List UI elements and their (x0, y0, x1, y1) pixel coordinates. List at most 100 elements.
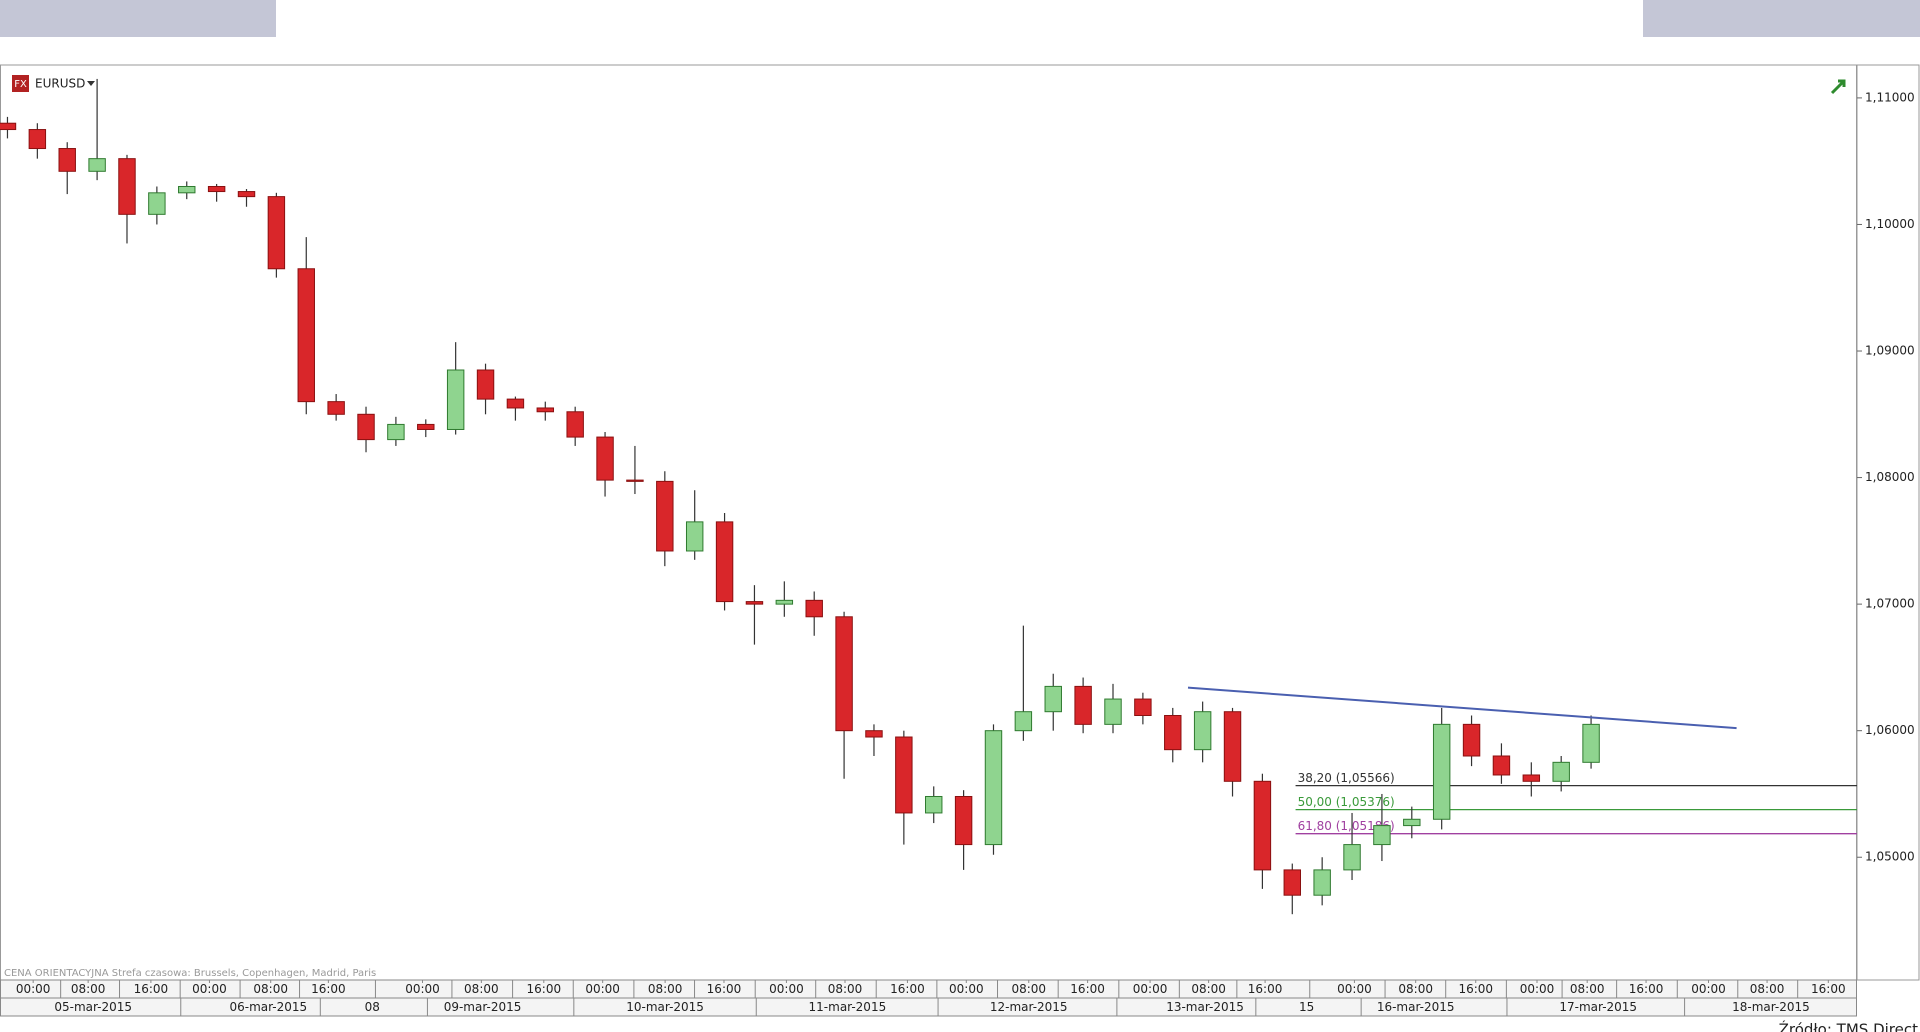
candle-body (656, 480, 674, 552)
y-tick-label: 1,11000 (1865, 90, 1915, 104)
symbol-dropdown[interactable] (87, 81, 95, 86)
candle-body (1283, 869, 1301, 896)
candle-body (88, 158, 106, 172)
x-tick-label: 00:00 (949, 982, 984, 996)
x-tick-label: 16:00 (1248, 982, 1283, 996)
y-tick-label: 1,05000 (1865, 850, 1915, 864)
candle-body (506, 398, 525, 409)
candle-body (1462, 723, 1481, 757)
candle-body (1403, 818, 1421, 827)
candle-body (835, 616, 853, 732)
candle-body (1373, 825, 1391, 846)
fib-label: 38,20 (1,05566) (1298, 771, 1395, 785)
candle-body (207, 185, 226, 193)
candle-body (685, 521, 704, 552)
date-label: 15 (1299, 1000, 1314, 1014)
x-tick-label: 00:00 (192, 982, 227, 996)
x-tick-label: 00:00 (1133, 982, 1168, 996)
candle-body (387, 423, 405, 441)
plot-area (0, 64, 1857, 981)
x-tick-label: 00:00 (1337, 982, 1372, 996)
x-tick-label: 08:00 (1750, 982, 1785, 996)
date-label: 09-mar-2015 (444, 1000, 522, 1014)
candle-body (1552, 761, 1570, 782)
candle-body (1044, 685, 1062, 713)
x-tick-label: 00:00 (405, 982, 440, 996)
candle-body (1313, 869, 1331, 896)
candle-body (1522, 774, 1541, 782)
date-label: 10-mar-2015 (626, 1000, 704, 1014)
candle-body (28, 129, 47, 150)
date-label: 06-mar-2015 (229, 1000, 307, 1014)
candle-body (417, 423, 435, 430)
candle-body (118, 158, 136, 215)
candle-body (626, 479, 644, 482)
fib-label: 61,80 (1,05186) (1298, 819, 1395, 833)
candle-body (297, 268, 315, 403)
price-axis (1856, 64, 1920, 981)
candle-body (237, 191, 256, 198)
candle-body (596, 436, 614, 481)
candle-body (925, 795, 943, 814)
x-tick-label: 08:00 (828, 982, 863, 996)
source: Źródło: TMS Direct (1779, 1020, 1918, 1032)
x-tick-label: 00:00 (769, 982, 804, 996)
top-tab (0, 0, 276, 37)
candle-body (267, 196, 286, 270)
candle-body (865, 730, 883, 738)
candle-body (446, 369, 465, 430)
date-label: 11-mar-2015 (809, 1000, 887, 1014)
candle-body (357, 413, 375, 441)
symbol: EURUSD (35, 77, 85, 91)
candle-body (58, 148, 76, 172)
candle-body (178, 185, 196, 194)
x-tick-label: 08:00 (1191, 982, 1226, 996)
date-label: 08 (365, 1000, 380, 1014)
symbol-badge (12, 75, 29, 92)
candle-body (327, 401, 345, 415)
x-tick-label: 00:00 (585, 982, 620, 996)
x-tick-label: 16:00 (707, 982, 742, 996)
x-tick-label: 16:00 (1629, 982, 1664, 996)
candle-body (1432, 723, 1451, 820)
candle-body (745, 601, 764, 605)
trend-icon (1830, 79, 1846, 95)
candle-body (984, 730, 1003, 846)
x-tick-label: 16:00 (1070, 982, 1105, 996)
candle-body (1164, 714, 1182, 751)
note: CENA ORIENTACYJNA Strefa czasowa: Brusse… (4, 968, 376, 979)
date-label: 18-mar-2015 (1732, 1000, 1810, 1014)
x-tick-label: 08:00 (464, 982, 499, 996)
candle-body (566, 411, 584, 438)
candle-body (805, 599, 823, 618)
x-tick-label: 08:00 (648, 982, 683, 996)
x-tick-label: 16:00 (311, 982, 346, 996)
candle-body (536, 407, 555, 413)
candle-body (1343, 844, 1361, 871)
y-tick-label: 1,08000 (1865, 470, 1915, 484)
candle-body (715, 521, 734, 603)
trendline (1187, 686, 1737, 730)
date-label: 17-mar-2015 (1559, 1000, 1637, 1014)
fib-label: 50,00 (1,05376) (1298, 795, 1395, 809)
candle-body (476, 369, 495, 400)
y-tick-label: 1,06000 (1865, 723, 1915, 737)
candle-body (1074, 685, 1092, 725)
date-label: 12-mar-2015 (990, 1000, 1068, 1014)
x-tick-label: 08:00 (253, 982, 288, 996)
x-tick-label: 08:00 (1570, 982, 1605, 996)
x-tick-label: 16:00 (134, 982, 169, 996)
x-tick-label: 08:00 (71, 982, 106, 996)
candle-body (1014, 711, 1033, 732)
x-tick-label: 08:00 (1011, 982, 1046, 996)
candle-body (895, 736, 913, 814)
candle-body (1223, 711, 1242, 782)
x-tick-label: 00:00 (16, 982, 51, 996)
candle-body (1193, 711, 1212, 751)
x-tick-label: 00:00 (1520, 982, 1555, 996)
x-tick-label: 16:00 (890, 982, 925, 996)
badge-text: FX (14, 79, 27, 90)
date-label: 13-mar-2015 (1166, 1000, 1244, 1014)
